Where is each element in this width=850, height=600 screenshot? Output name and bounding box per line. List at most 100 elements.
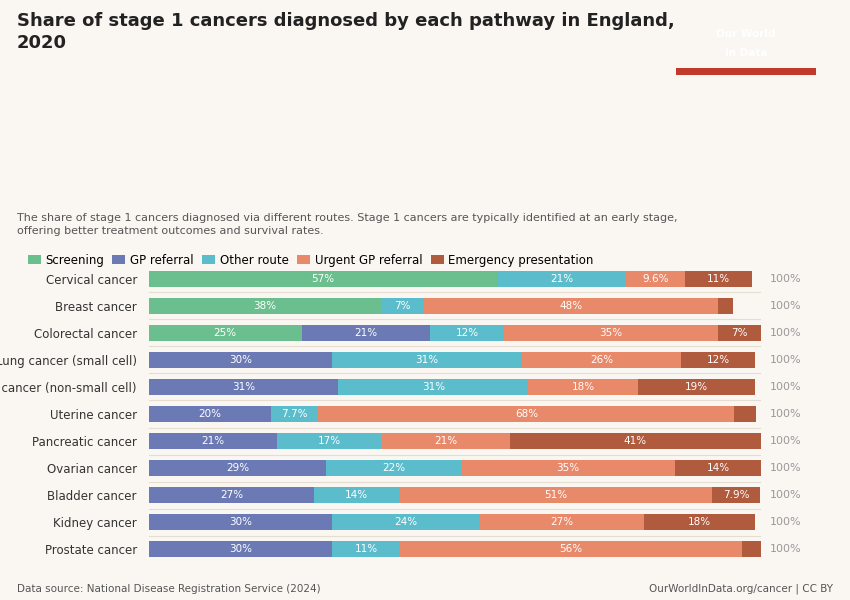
- Bar: [149, 325, 302, 341]
- Bar: [400, 541, 742, 557]
- Bar: [382, 298, 424, 314]
- Bar: [675, 460, 761, 476]
- Text: 27%: 27%: [220, 490, 243, 500]
- Bar: [430, 325, 504, 341]
- Text: 35%: 35%: [599, 328, 622, 338]
- Bar: [522, 352, 681, 368]
- Bar: [718, 325, 761, 341]
- Bar: [338, 379, 528, 395]
- Bar: [149, 487, 314, 503]
- Bar: [332, 541, 400, 557]
- Text: 14%: 14%: [706, 463, 729, 473]
- Text: 27%: 27%: [550, 517, 574, 527]
- Text: 29%: 29%: [226, 463, 249, 473]
- Text: 41%: 41%: [624, 436, 647, 446]
- Bar: [149, 514, 332, 530]
- Text: 9.6%: 9.6%: [643, 274, 669, 284]
- Text: OurWorldInData.org/cancer | CC BY: OurWorldInData.org/cancer | CC BY: [649, 583, 833, 594]
- Text: 21%: 21%: [434, 436, 457, 446]
- Text: 100%: 100%: [770, 544, 802, 554]
- Bar: [149, 433, 277, 449]
- Bar: [277, 433, 382, 449]
- Text: 7.9%: 7.9%: [722, 490, 749, 500]
- Text: Data source: National Disease Registration Service (2024): Data source: National Disease Registrati…: [17, 584, 320, 594]
- Text: 26%: 26%: [590, 355, 613, 365]
- Text: 100%: 100%: [770, 274, 802, 284]
- Text: in Data: in Data: [724, 49, 767, 58]
- Bar: [149, 406, 271, 422]
- Bar: [644, 514, 755, 530]
- Bar: [685, 271, 752, 287]
- Bar: [734, 406, 756, 422]
- Bar: [528, 379, 638, 395]
- Text: 7%: 7%: [394, 301, 411, 311]
- Text: 11%: 11%: [707, 274, 730, 284]
- Bar: [676, 68, 816, 75]
- Text: The share of stage 1 cancers diagnosed via different routes. Stage 1 cancers are: The share of stage 1 cancers diagnosed v…: [17, 213, 677, 236]
- Text: 18%: 18%: [688, 517, 711, 527]
- Bar: [326, 460, 461, 476]
- Bar: [149, 460, 326, 476]
- Bar: [271, 406, 318, 422]
- Bar: [626, 271, 685, 287]
- Text: 21%: 21%: [201, 436, 224, 446]
- Text: 31%: 31%: [232, 382, 255, 392]
- Bar: [681, 352, 755, 368]
- Text: 24%: 24%: [394, 517, 417, 527]
- Text: 100%: 100%: [770, 463, 802, 473]
- Bar: [382, 433, 510, 449]
- Text: Our World: Our World: [716, 29, 775, 39]
- Bar: [149, 541, 332, 557]
- Text: 48%: 48%: [559, 301, 582, 311]
- Bar: [332, 352, 522, 368]
- Text: 17%: 17%: [318, 436, 341, 446]
- Text: 21%: 21%: [354, 328, 377, 338]
- Text: 100%: 100%: [770, 409, 802, 419]
- Bar: [718, 298, 733, 314]
- Text: 22%: 22%: [382, 463, 405, 473]
- Text: 30%: 30%: [229, 517, 252, 527]
- Text: 100%: 100%: [770, 436, 802, 446]
- Text: 20%: 20%: [198, 409, 222, 419]
- Text: 21%: 21%: [550, 274, 574, 284]
- Text: 30%: 30%: [229, 544, 252, 554]
- Bar: [302, 325, 430, 341]
- Bar: [332, 514, 479, 530]
- Bar: [314, 487, 399, 503]
- Text: 38%: 38%: [253, 301, 276, 311]
- Text: 12%: 12%: [456, 328, 479, 338]
- Bar: [461, 460, 675, 476]
- Bar: [510, 433, 761, 449]
- Bar: [400, 487, 711, 503]
- Bar: [149, 271, 497, 287]
- Text: 14%: 14%: [345, 490, 368, 500]
- Bar: [504, 325, 718, 341]
- Bar: [318, 406, 734, 422]
- Text: 7.7%: 7.7%: [281, 409, 308, 419]
- Text: 57%: 57%: [312, 274, 335, 284]
- Bar: [497, 271, 626, 287]
- Bar: [638, 379, 755, 395]
- Text: 100%: 100%: [770, 517, 802, 527]
- Text: Share of stage 1 cancers diagnosed by each pathway in England,
2020: Share of stage 1 cancers diagnosed by ea…: [17, 12, 675, 52]
- Text: 100%: 100%: [770, 490, 802, 500]
- Text: 12%: 12%: [706, 355, 729, 365]
- Text: 51%: 51%: [544, 490, 567, 500]
- Text: 56%: 56%: [559, 544, 582, 554]
- Text: 18%: 18%: [572, 382, 595, 392]
- Bar: [149, 352, 332, 368]
- Bar: [479, 514, 644, 530]
- Text: 30%: 30%: [229, 355, 252, 365]
- Text: 35%: 35%: [557, 463, 580, 473]
- Text: 25%: 25%: [213, 328, 237, 338]
- Text: 100%: 100%: [770, 328, 802, 338]
- Text: 100%: 100%: [770, 382, 802, 392]
- Text: 68%: 68%: [515, 409, 538, 419]
- Text: 11%: 11%: [354, 544, 377, 554]
- Text: 100%: 100%: [770, 355, 802, 365]
- Text: 7%: 7%: [731, 328, 748, 338]
- Text: 100%: 100%: [770, 301, 802, 311]
- Text: 19%: 19%: [685, 382, 708, 392]
- Bar: [149, 379, 338, 395]
- Bar: [742, 541, 761, 557]
